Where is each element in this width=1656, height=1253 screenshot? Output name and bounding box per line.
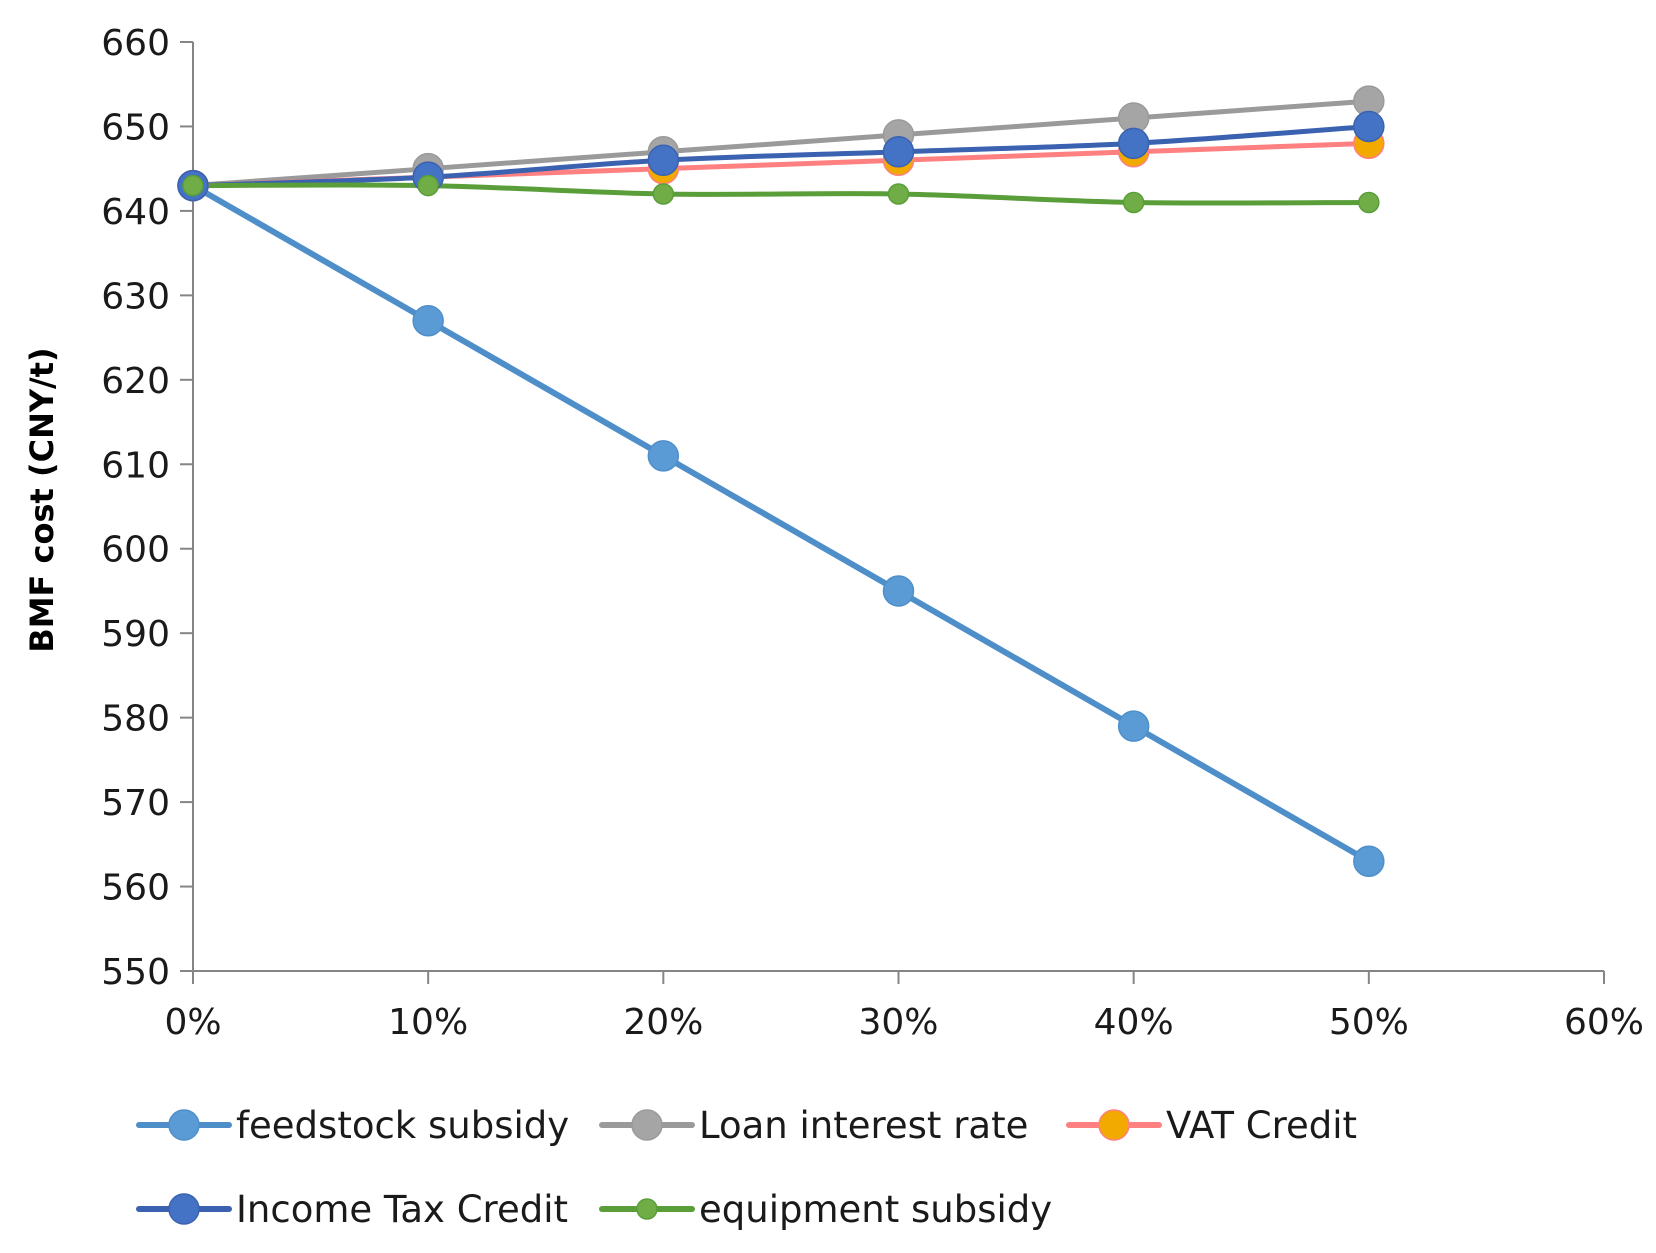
y-tick-label: 580: [101, 699, 170, 740]
data-point-income-tax-credit: [882, 136, 915, 168]
y-tick-label: 660: [101, 23, 170, 64]
y-axis-title: BMF cost (CNY/t): [23, 347, 61, 652]
axes: 550 560 570 580 590 600 610 620 630 640 650 660 0% 10…: [101, 23, 1644, 1043]
legend-label: Income Tax Credit: [236, 1188, 568, 1231]
y-tick-label: 650: [101, 107, 170, 148]
x-tick-label: 40%: [1094, 1002, 1174, 1043]
data-point-equipment-subsidy: [887, 183, 910, 205]
legend: feedstock subsidy Loan interest rate VAT C…: [136, 1104, 1357, 1231]
data-point-equipment-subsidy: [1358, 191, 1380, 214]
y-axis-title-group: BMF cost (CNY/t): [23, 347, 61, 652]
data-point-equipment-subsidy: [1122, 191, 1145, 214]
legend-item-vat-credit: VAT Credit: [1066, 1104, 1357, 1147]
legend-item-income-tax-credit: Income Tax Credit: [136, 1188, 568, 1231]
legend-item-loan-interest-rate: Loan interest rate: [599, 1104, 1028, 1147]
series-line-income-tax-credit: [190, 123, 1372, 189]
data-point-equipment-subsidy: [652, 183, 675, 205]
data-point-feedstock-subsidy: [412, 304, 444, 337]
series-lines: [190, 98, 1372, 865]
data-point-income-tax-credit: [1117, 127, 1150, 160]
legend-item-equipment-subsidy: equipment subsidy: [599, 1188, 1052, 1231]
data-point-equipment-subsidy: [417, 174, 439, 197]
series-line-feedstock-subsidy: [190, 182, 1372, 865]
x-tick-label: 50%: [1329, 1002, 1409, 1043]
legend-label: equipment subsidy: [699, 1188, 1052, 1231]
legend-label: feedstock subsidy: [236, 1104, 569, 1147]
y-tick-label: 600: [101, 530, 170, 571]
data-point-income-tax-credit: [1353, 110, 1385, 143]
y-tick-label: 640: [101, 192, 170, 233]
x-tick-label: 0%: [164, 1002, 221, 1043]
data-point-feedstock-subsidy: [1353, 845, 1385, 877]
legend-swatch-marker: [168, 1109, 200, 1141]
series-line-equipment-subsidy: [190, 182, 1372, 206]
legend-label: Loan interest rate: [699, 1104, 1028, 1147]
data-point-income-tax-credit: [647, 144, 680, 176]
y-tick-label: 620: [101, 361, 170, 402]
data-point-feedstock-subsidy: [647, 440, 680, 472]
legend-item-feedstock-subsidy: feedstock subsidy: [136, 1104, 569, 1147]
x-tick-label: 20%: [623, 1002, 703, 1043]
y-tick-label: 550: [101, 952, 170, 993]
y-tick-label: 570: [101, 783, 170, 824]
legend-swatch-marker: [631, 1109, 663, 1141]
y-tick-label: 590: [101, 614, 170, 655]
x-tick-label: 10%: [388, 1002, 468, 1043]
legend-swatch-marker: [168, 1193, 200, 1225]
series-markers: [177, 85, 1385, 877]
legend-label: VAT Credit: [1166, 1104, 1357, 1147]
x-tick-label: 30%: [858, 1002, 938, 1043]
series-line-loan-interest-rate: [190, 98, 1372, 189]
data-point-feedstock-subsidy: [1117, 710, 1150, 742]
y-tick-label: 630: [101, 276, 170, 317]
data-point-feedstock-subsidy: [882, 575, 915, 607]
x-tick-label: 60%: [1564, 1002, 1644, 1043]
legend-swatch-marker: [636, 1198, 658, 1220]
y-tick-label: 560: [101, 868, 170, 909]
y-tick-label: 610: [101, 445, 170, 486]
data-point-equipment-subsidy: [182, 174, 204, 197]
legend-swatch-marker: [1098, 1109, 1130, 1141]
